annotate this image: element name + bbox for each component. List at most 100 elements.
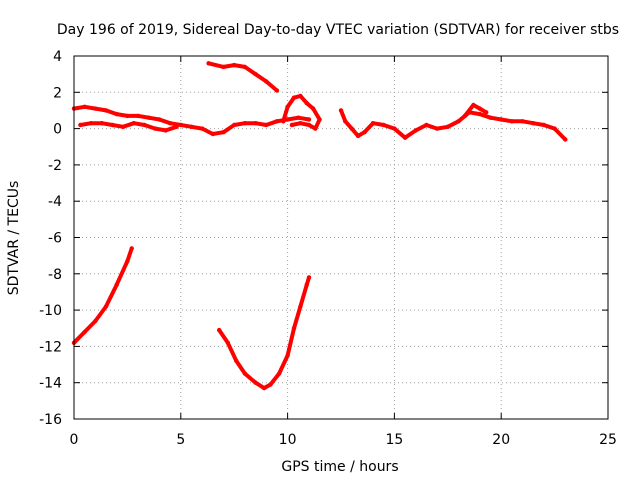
data-point	[82, 104, 87, 110]
x-tick-label: 20	[492, 432, 510, 448]
data-point	[93, 318, 98, 324]
data-point	[484, 110, 489, 115]
data-point	[343, 119, 348, 124]
y-tick-label: -14	[39, 376, 62, 392]
data-point	[291, 95, 297, 100]
data-point	[174, 124, 179, 129]
data-point	[189, 124, 194, 129]
data-point	[520, 119, 525, 124]
data-point	[153, 126, 158, 131]
series-arc-8	[217, 275, 311, 391]
data-point	[135, 113, 141, 119]
data-point	[289, 122, 295, 128]
data-point	[253, 72, 258, 77]
data-point	[131, 121, 136, 126]
data-point	[232, 122, 237, 128]
x-tick-label: 10	[279, 432, 297, 448]
data-point	[217, 327, 222, 333]
data-point	[114, 282, 119, 287]
data-point	[285, 353, 290, 358]
data-point	[210, 131, 215, 137]
data-point	[221, 64, 226, 70]
data-point	[338, 108, 344, 113]
data-point	[206, 61, 211, 66]
data-point	[541, 122, 547, 128]
data-point	[157, 117, 162, 122]
data-point	[296, 115, 301, 120]
data-point	[253, 121, 258, 126]
data-point	[304, 101, 309, 106]
data-point	[298, 121, 303, 126]
data-point	[509, 119, 515, 124]
data-point	[125, 258, 130, 264]
data-point	[129, 246, 134, 251]
data-point	[274, 119, 280, 124]
x-tick-label: 0	[70, 432, 79, 448]
data-point	[434, 126, 440, 131]
data-point	[552, 126, 557, 131]
chart-title: Day 196 of 2019, Sidereal Day-to-day VTE…	[57, 22, 619, 38]
series-arc-5	[339, 108, 568, 142]
data-point	[99, 121, 105, 126]
data-point	[291, 326, 297, 331]
data-point	[317, 117, 322, 122]
data-point	[242, 121, 248, 126]
data-point	[462, 113, 468, 119]
data-point	[313, 126, 318, 131]
data-point	[306, 122, 312, 128]
data-point	[370, 121, 376, 126]
data-point	[304, 282, 309, 287]
data-point	[78, 122, 83, 128]
y-tick-label: -8	[48, 267, 62, 283]
y-tick-label: -2	[48, 158, 62, 174]
data-point	[285, 117, 290, 122]
series-layer	[71, 61, 568, 391]
data-point	[456, 119, 461, 124]
data-point	[88, 121, 94, 126]
data-point	[381, 122, 386, 128]
data-point	[298, 304, 303, 309]
data-point	[264, 122, 269, 128]
y-tick-label: -16	[39, 412, 62, 428]
data-point	[402, 135, 408, 140]
y-tick-label: -10	[39, 303, 62, 319]
data-point	[234, 358, 239, 364]
data-point	[232, 62, 237, 68]
data-point	[178, 122, 183, 128]
y-tick-label: -4	[48, 194, 62, 210]
data-point	[110, 122, 115, 128]
data-point	[146, 115, 151, 120]
data-point	[82, 329, 87, 335]
y-tick-label: 2	[53, 85, 62, 101]
data-point	[424, 122, 429, 128]
data-point	[349, 126, 354, 131]
data-point	[499, 117, 504, 122]
data-point	[142, 122, 147, 128]
data-point	[311, 106, 316, 111]
data-point	[477, 106, 482, 111]
data-point	[274, 88, 280, 93]
data-point	[355, 133, 361, 139]
data-point	[163, 128, 168, 133]
data-point	[268, 382, 273, 387]
data-point	[103, 304, 109, 309]
data-point	[167, 121, 173, 126]
y-tick-label: 0	[53, 122, 62, 138]
data-point	[445, 124, 450, 129]
series-arc-3	[206, 61, 279, 93]
data-point	[221, 130, 226, 135]
data-point	[93, 106, 98, 111]
data-point	[276, 371, 282, 376]
x-tick-label: 15	[385, 432, 403, 448]
x-axis-label: GPS time / hours	[281, 459, 398, 475]
data-point	[471, 102, 476, 108]
x-tick-label: 25	[599, 432, 617, 448]
data-point	[285, 104, 290, 110]
data-point	[125, 113, 130, 119]
data-point	[413, 128, 418, 133]
data-point	[242, 371, 248, 376]
data-point	[362, 130, 367, 135]
data-point	[477, 111, 482, 117]
